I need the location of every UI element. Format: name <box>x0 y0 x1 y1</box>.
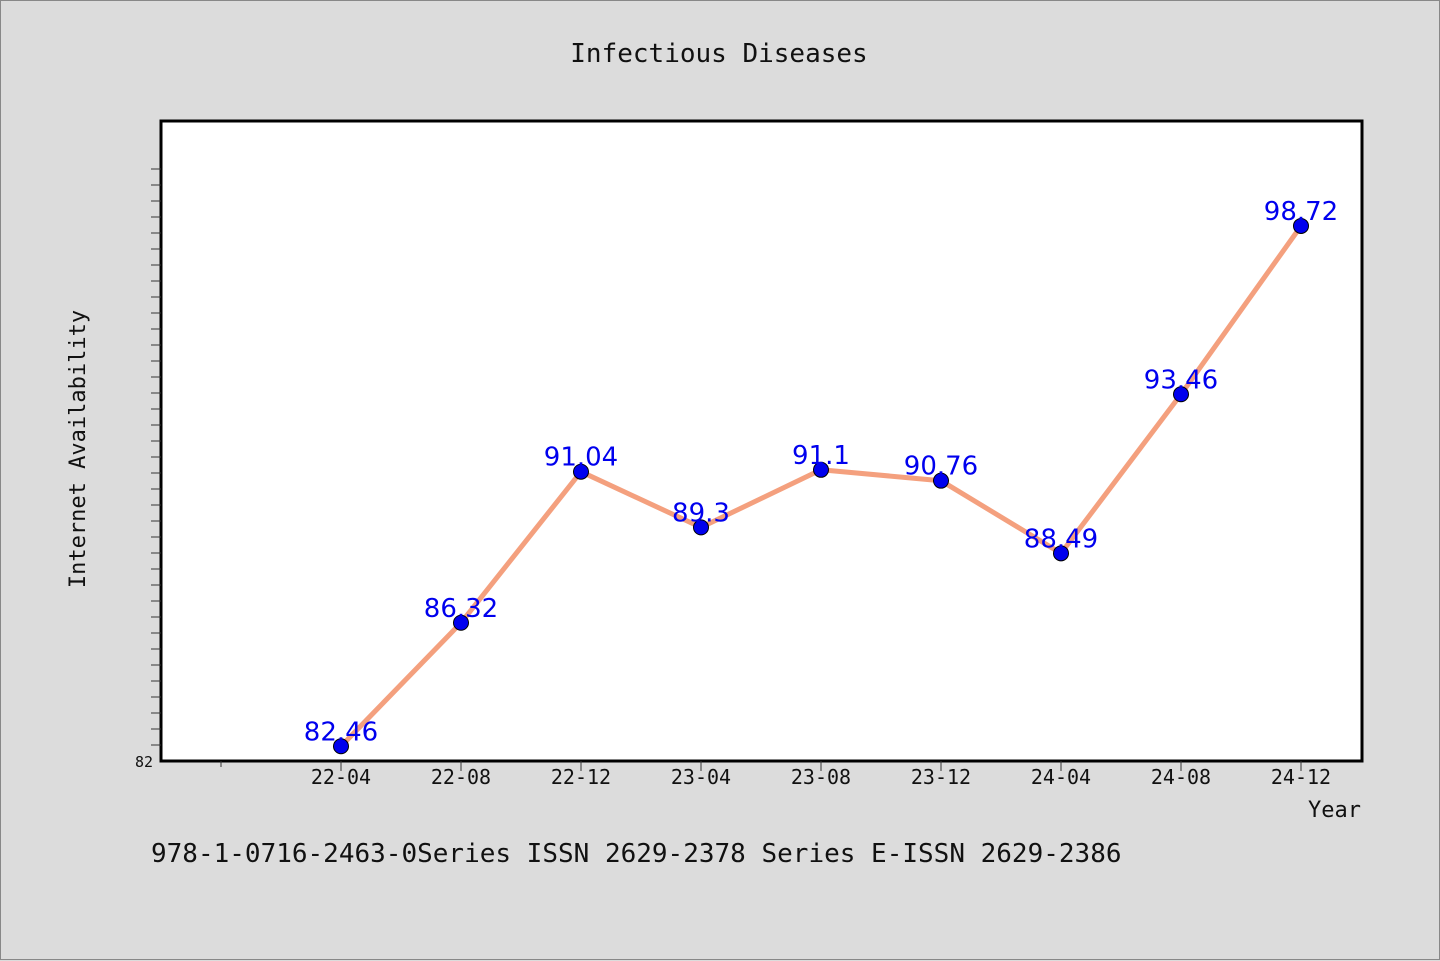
x-tick-label: 24-04 <box>1031 765 1091 789</box>
x-tick-label: 22-04 <box>311 765 371 789</box>
x-tick-label: 23-12 <box>911 765 971 789</box>
data-label: 82.46 <box>304 717 378 747</box>
data-point <box>1293 217 1309 234</box>
data-point <box>693 519 709 536</box>
data-label: 90.76 <box>904 452 978 482</box>
data-label: 91.1 <box>792 441 850 471</box>
data-label: 91.04 <box>544 443 618 473</box>
x-tick-label: 24-12 <box>1271 765 1331 789</box>
data-label: 86.32 <box>424 594 498 624</box>
data-point <box>453 614 469 631</box>
y-tick-label: 82 <box>135 753 153 771</box>
data-point <box>1173 386 1189 403</box>
plot-area <box>159 119 1364 763</box>
data-label: 88.49 <box>1024 524 1098 554</box>
data-point <box>813 461 829 478</box>
chart-title: Infectious Diseases <box>570 39 867 69</box>
y-axis-ticks: 82 <box>135 168 161 771</box>
data-label: 89.3 <box>672 498 730 528</box>
x-tick-label: 23-08 <box>791 765 851 789</box>
data-label: 93.46 <box>1144 365 1218 395</box>
footer-text: 978-1-0716-2463-0Series ISSN 2629-2378 S… <box>151 839 1122 869</box>
x-axis-ticks: 22-04 22-08 22-12 23-04 23-08 23-12 24-04 24-08… <box>220 761 1331 789</box>
y-axis-label: Internet Availability <box>66 310 91 588</box>
x-axis-label: Year <box>1308 798 1361 823</box>
data-label: 98.72 <box>1264 197 1338 227</box>
x-tick-label: 22-08 <box>431 765 491 789</box>
data-point <box>1053 545 1069 562</box>
data-labels-layer: 82.46 86.32 91.04 89.3 91.1 90.76 88.49 93.46 98… <box>304 197 1338 747</box>
x-tick-label: 22-12 <box>551 765 611 789</box>
data-point <box>933 472 949 489</box>
data-point <box>333 738 349 755</box>
data-point <box>573 463 589 480</box>
x-tick-label: 23-04 <box>671 765 731 789</box>
series-layer <box>333 217 1309 755</box>
x-tick-label: 24-08 <box>1151 765 1211 789</box>
